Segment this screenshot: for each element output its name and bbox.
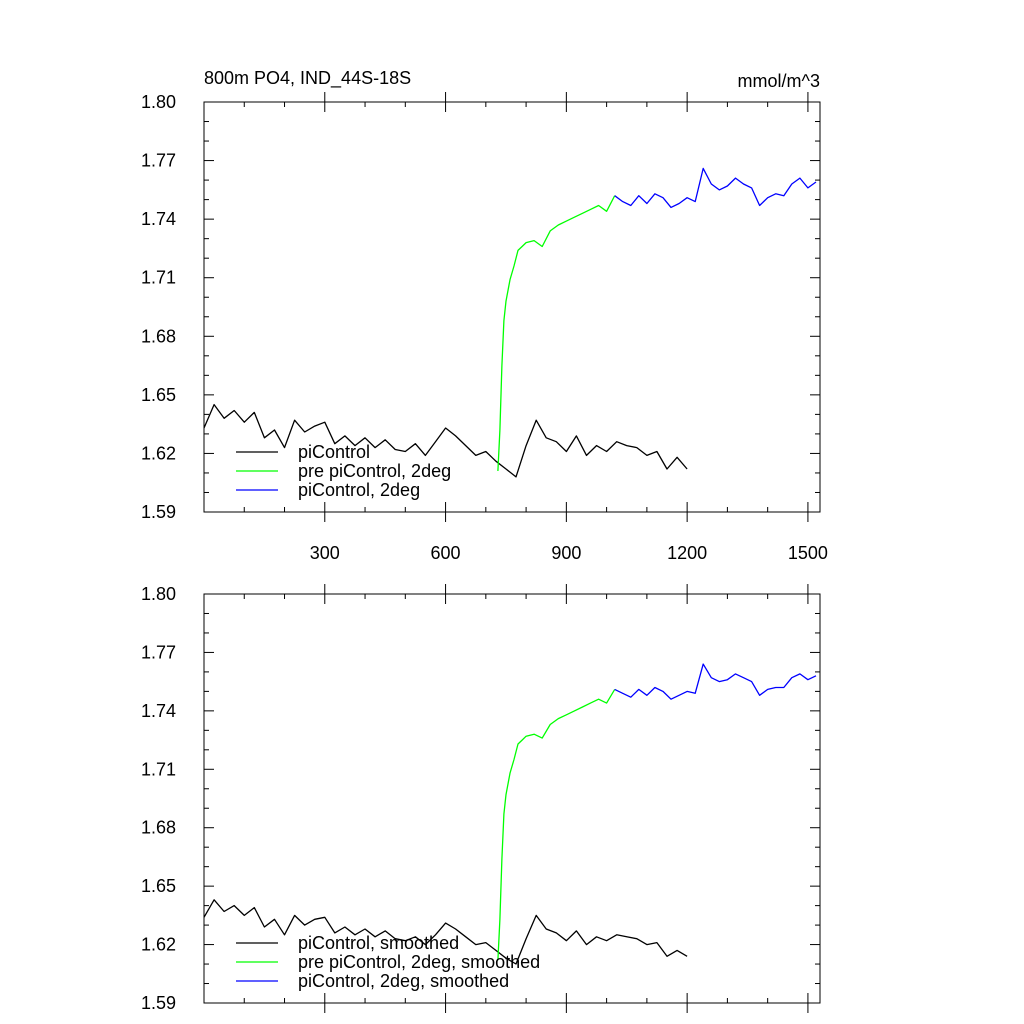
legend-label: piControl, smoothed (298, 933, 459, 953)
legend-label: pre piControl, 2deg, smoothed (298, 952, 540, 972)
y-tick-label: 1.80 (141, 92, 176, 112)
x-tick-label: 300 (310, 543, 340, 563)
y-tick-label: 1.77 (141, 642, 176, 662)
series-line-2 (614, 167, 817, 209)
y-tick-label: 1.65 (141, 385, 176, 405)
series-line-2 (614, 663, 817, 700)
x-tick-label: 600 (431, 543, 461, 563)
chart-units-label: mmol/m^3 (738, 71, 820, 91)
series-line-0 (203, 899, 688, 965)
legend-label: piControl, 2deg (298, 480, 420, 500)
legend-label: pre piControl, 2deg (298, 461, 451, 481)
plot-frame (203, 593, 821, 1004)
chart-title: 800m PO4, IND_44S-18S (204, 68, 411, 89)
y-tick-label: 1.71 (141, 268, 176, 288)
x-tick-label: 900 (551, 543, 581, 563)
x-tick-label: 1500 (788, 543, 828, 563)
series-line-1 (497, 689, 616, 961)
y-tick-label: 1.62 (141, 443, 176, 463)
y-tick-label: 1.59 (141, 502, 176, 522)
y-tick-label: 1.65 (141, 876, 176, 896)
y-tick-label: 1.74 (141, 209, 176, 229)
chart-panel-bottom: 1.59 1.62 1.65 1.68 1.71 1.74 1.77 1.80 piContro… (141, 584, 821, 1013)
x-tick-label: 1200 (667, 543, 707, 563)
y-tick-label: 1.71 (141, 759, 176, 779)
y-tick-label: 1.62 (141, 935, 176, 955)
legend-label: piControl, 2deg, smoothed (298, 971, 509, 991)
plot-frame (203, 101, 821, 513)
y-tick-label: 1.77 (141, 151, 176, 171)
y-tick-label: 1.59 (141, 993, 176, 1013)
series-line-0 (203, 403, 688, 478)
series-line-1 (497, 195, 616, 472)
y-tick-label: 1.68 (141, 326, 176, 346)
legend-label: piControl (298, 442, 370, 462)
y-tick-label: 1.68 (141, 818, 176, 838)
y-tick-label: 1.74 (141, 701, 176, 721)
y-tick-label: 1.80 (141, 584, 176, 604)
chart-panel-top: 1.59 1.62 1.65 1.68 1.71 1.74 1.77 1.80 300 600 90… (141, 92, 828, 563)
